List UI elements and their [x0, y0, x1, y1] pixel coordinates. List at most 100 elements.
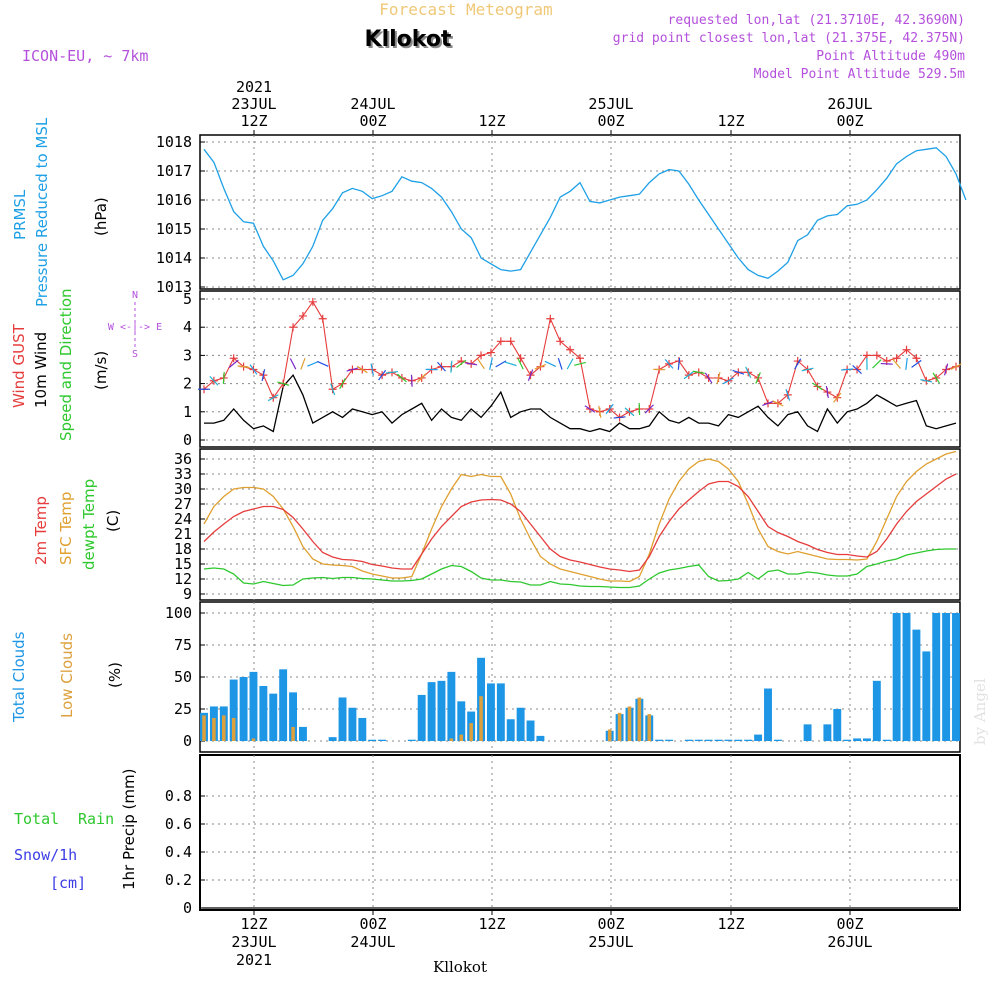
wind-direction-arrow: [477, 358, 485, 370]
top-axis-date: 25JUL: [588, 95, 633, 113]
wind-direction-arrow: [396, 373, 407, 383]
total-cloud-bar: [378, 739, 387, 741]
total-cloud-bar: [655, 739, 664, 741]
sfc-temp-line: [203, 450, 957, 583]
y-tick-label: 1016: [156, 191, 192, 209]
total-cloud-bar: [872, 680, 881, 741]
clouds-unit: (%): [106, 662, 124, 688]
total-cloud-bar: [882, 739, 891, 741]
y-tick-label: 15: [174, 555, 192, 573]
wind-direction-arrow: [920, 379, 933, 383]
pressure-line: [203, 147, 967, 281]
pressure-labels: PRMSL Pressure Reduced to MSL (hPa): [11, 117, 110, 307]
total-cloud-bar: [259, 685, 268, 741]
grid-point-coords: grid point closest lon,lat (21.375E, 42.…: [613, 31, 965, 46]
wind-direction-arrow: [598, 405, 602, 418]
bottom-axis-year: 2021: [236, 951, 272, 969]
wind-labels: Wind GUST 10m Wind Speed and Direction (…: [10, 288, 162, 441]
total-cloud-bar: [704, 739, 713, 741]
wind-direction-arrow: [410, 374, 413, 387]
y-tick-label: 24: [174, 510, 192, 528]
panel-frame: [199, 754, 961, 911]
low-clouds-label: Low Clouds: [58, 633, 76, 718]
wind-direction-arrow: [317, 360, 329, 367]
wind-direction-arrow: [613, 416, 626, 419]
wind-direction-arrow: [704, 372, 713, 384]
y-tick-label: 0: [183, 899, 192, 917]
wind-direction-arrow: [872, 359, 882, 369]
wind-direction-arrow: [489, 357, 493, 370]
total-cloud-bar: [684, 739, 693, 741]
total-cloud-bar: [754, 734, 763, 741]
wind-direction-arrow: [566, 358, 574, 370]
total-cloud-bar: [902, 613, 911, 741]
wind-gust-label: Wind GUST: [10, 323, 28, 408]
footer-place: Kllokot: [433, 958, 487, 976]
total-cloud-bar: [229, 679, 238, 741]
total-cloud-bar: [536, 735, 545, 741]
y-tick-label: 27: [174, 495, 192, 513]
total-cloud-bar: [773, 739, 782, 741]
wind-direction-arrow: [385, 370, 399, 374]
wind-direction-arrow: [356, 365, 368, 374]
y-tick-label: 25: [174, 700, 192, 718]
wind-direction-arrow: [911, 359, 922, 368]
total-cloud-bar: [912, 629, 921, 741]
total-cloud-bar: [437, 680, 446, 741]
wind-direction-arrow: [557, 357, 563, 370]
wind-direction-arrow: [228, 359, 239, 369]
wind-direction-arrow: [267, 394, 279, 402]
temp-unit: (C): [104, 510, 122, 532]
gust-marker: [902, 345, 911, 354]
wind-direction-arrow: [825, 386, 829, 399]
wind-direction-arrow: [932, 372, 940, 384]
watermark: by Angel: [971, 678, 989, 745]
top-axis-hour: 12Z: [717, 112, 744, 130]
y-tick-label: 50: [174, 668, 192, 686]
y-tick-label: 75: [174, 636, 192, 654]
wind-direction-arrow: [801, 367, 814, 372]
gust-marker: [308, 297, 317, 306]
total-cloud-bar: [922, 651, 931, 741]
place-name-shadow: Kllokot: [367, 29, 454, 54]
total-cloud-bar: [932, 613, 941, 741]
y-tick-label: 30: [174, 480, 192, 498]
wind-speed-dir-label: Speed and Direction: [57, 288, 75, 441]
precip-snow-label: Snow/1h: [14, 846, 77, 864]
total-cloud-bar: [843, 739, 852, 741]
bottom-axis-hour: 00Z: [359, 915, 386, 933]
low-cloud-bar: [617, 712, 622, 741]
total-cloud-bar: [279, 669, 288, 741]
gust-marker: [556, 337, 565, 346]
total-cloud-bar: [249, 671, 258, 741]
total-cloud-bar: [694, 739, 703, 741]
y-tick-label: 1: [183, 403, 192, 421]
wind-direction-arrow: [289, 358, 297, 370]
y-tick-label: 1014: [156, 249, 192, 267]
y-tick-label: 1017: [156, 162, 192, 180]
top-axis-date: 24JUL: [350, 95, 395, 113]
top-time-axis: 2021 23JUL 12Z 24JUL 00Z 12Z 25JUL 00Z 1…: [231, 78, 872, 130]
precip-rain-label: Rain: [78, 810, 114, 828]
wind-direction-arrow: [624, 407, 635, 417]
wind-direction-arrow: [417, 373, 427, 383]
bottom-axis-date: 23JUL: [231, 933, 276, 951]
wind-direction-arrow: [307, 360, 319, 367]
total-cloud-bar: [862, 738, 871, 741]
wind-direction-arrow: [833, 392, 842, 403]
y-tick-label: 0.8: [165, 787, 192, 805]
wind-direction-arrow: [584, 405, 596, 413]
low-cloud-bar: [647, 714, 652, 741]
low-cloud-bar: [222, 715, 226, 741]
y-tick-label: 36: [174, 450, 192, 468]
wind-direction-arrow: [504, 361, 517, 367]
total-cloud-bar: [833, 709, 842, 741]
wind-direction-arrow: [644, 404, 654, 414]
wind-direction-arrow: [437, 361, 446, 372]
total-cloud-bar: [744, 739, 753, 741]
wind-direction-arrow: [683, 371, 694, 380]
total-cloud-bar: [486, 683, 495, 741]
gust-marker: [912, 354, 921, 363]
